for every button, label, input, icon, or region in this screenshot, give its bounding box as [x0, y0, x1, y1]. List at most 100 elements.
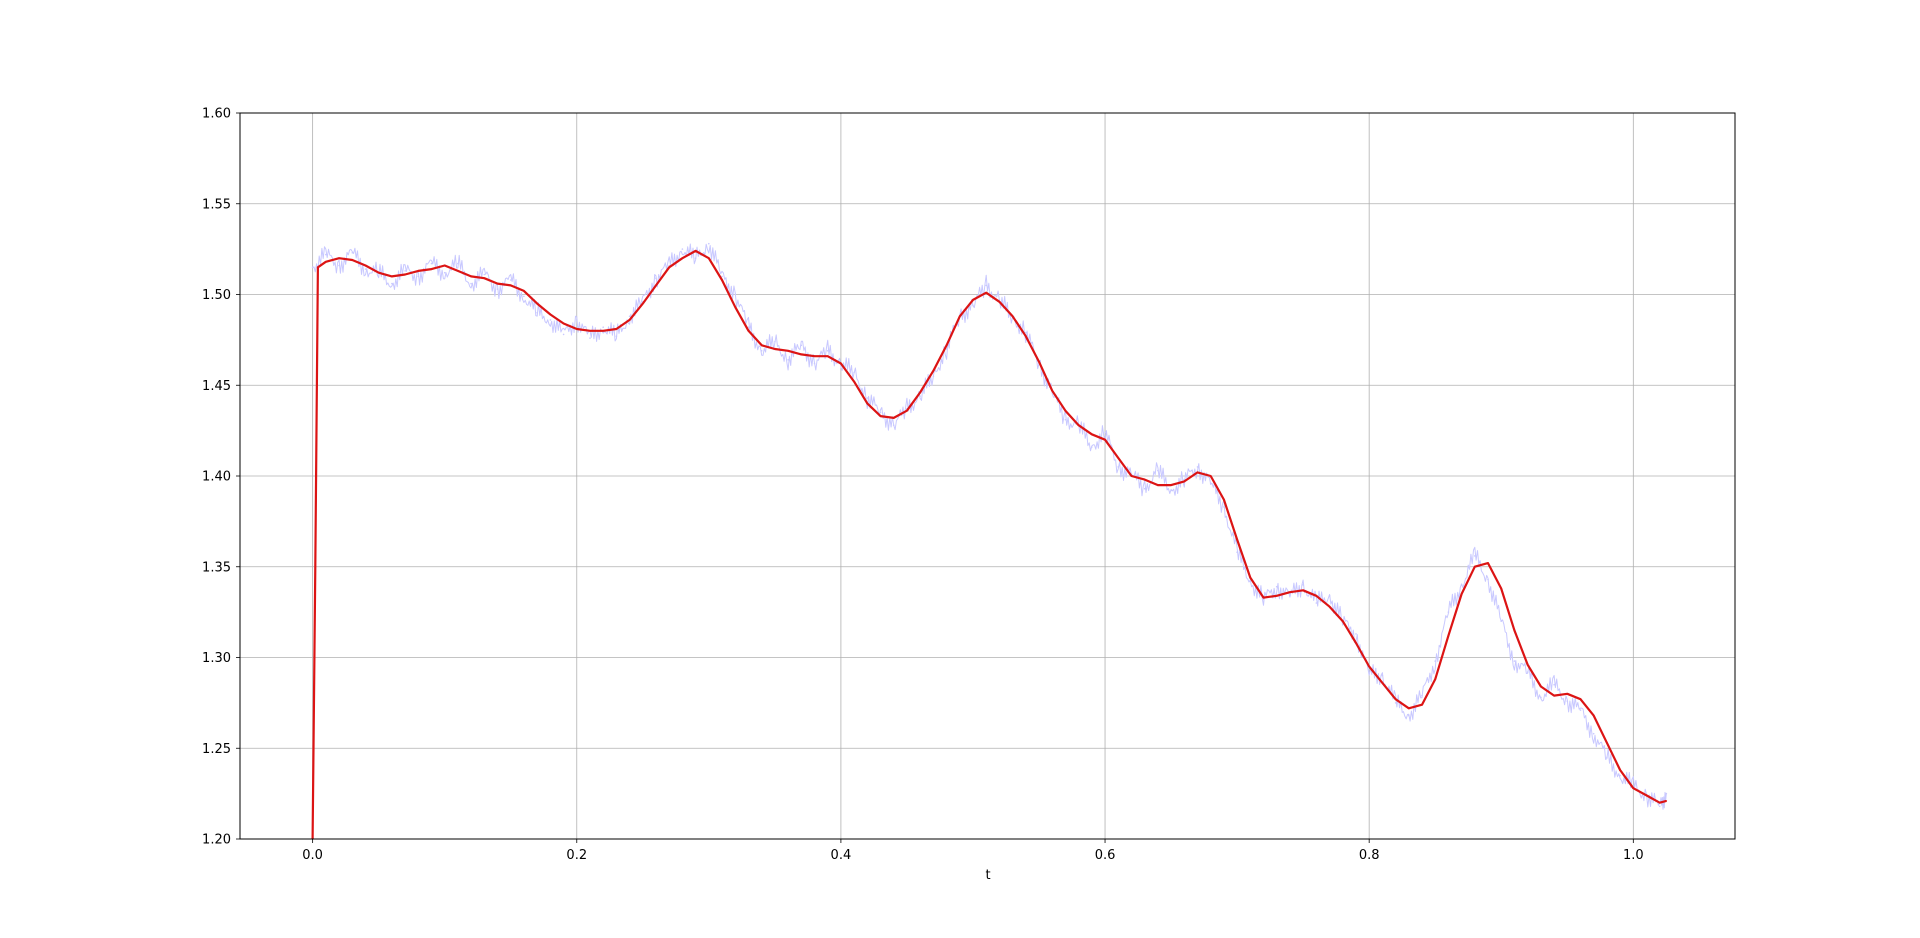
smoothed-point	[1592, 714, 1595, 717]
smoothed-point	[1315, 595, 1318, 597]
smoothed-point	[1658, 801, 1661, 804]
x-tick-label: 0.2	[566, 848, 587, 863]
raw-point	[536, 311, 538, 314]
raw-point	[1355, 633, 1357, 635]
raw-point	[1553, 683, 1555, 686]
raw-point	[1223, 506, 1225, 508]
smoothed-point	[866, 402, 869, 405]
smoothed-point	[1474, 565, 1476, 568]
smoothed-point	[536, 302, 538, 305]
raw-point	[443, 271, 446, 274]
raw-point	[1302, 584, 1304, 586]
raw-point	[615, 335, 618, 338]
raw-point	[985, 284, 987, 287]
smoothed-series-line	[311, 249, 1667, 840]
smoothed-point	[1342, 620, 1344, 622]
y-tick-label: 1.60	[202, 107, 231, 122]
y-tick-label: 1.40	[202, 470, 231, 485]
smoothed-point	[562, 322, 565, 325]
smoothed-point	[1606, 742, 1608, 744]
raw-series-line	[312, 243, 1667, 810]
raw-point	[972, 304, 974, 307]
smoothed-point	[853, 380, 855, 383]
raw-point	[1117, 466, 1119, 468]
smoothed-point	[959, 315, 961, 318]
smoothed-point	[317, 266, 319, 269]
smoothed-point	[1566, 693, 1569, 695]
smoothed-point	[576, 328, 578, 330]
smoothed-point	[892, 417, 895, 419]
smoothed-point	[906, 409, 908, 412]
raw-point	[826, 350, 829, 352]
smoothed-point	[509, 284, 512, 287]
smoothed-point	[1262, 596, 1265, 599]
smoothed-point	[1487, 562, 1489, 564]
smoothed-point	[1289, 591, 1291, 593]
smoothed-point	[1553, 694, 1555, 697]
raw-point	[1579, 709, 1582, 711]
x-axis: 0.0 0.2 0.4 0.6 0.8 1.0	[302, 839, 1644, 863]
raw-point	[892, 424, 895, 427]
raw-point	[945, 348, 948, 350]
smoothed-point	[1143, 478, 1146, 481]
raw-point	[417, 275, 420, 278]
raw-point	[523, 295, 525, 298]
smoothed-point	[364, 264, 367, 267]
smoothed-point	[1328, 605, 1331, 608]
raw-point	[1500, 620, 1502, 622]
raw-point	[1091, 446, 1093, 448]
raw-point	[562, 333, 565, 336]
raw-point	[509, 279, 512, 281]
smoothed-point	[1038, 360, 1040, 363]
smoothed-point	[1579, 698, 1582, 700]
x-axis-label: t	[985, 868, 990, 883]
raw-point	[1368, 673, 1370, 675]
smoothed-point	[628, 319, 631, 321]
smoothed-point	[1500, 587, 1502, 590]
smoothed-point	[1447, 634, 1450, 637]
raw-point	[1658, 805, 1661, 808]
raw-point	[681, 248, 684, 250]
raw-point	[747, 326, 750, 329]
smoothed-point	[1196, 471, 1199, 474]
smoothed-point	[1077, 424, 1080, 427]
raw-point	[932, 375, 935, 378]
raw-point	[457, 262, 459, 265]
raw-point	[800, 344, 803, 347]
smoothed-point	[1104, 438, 1106, 441]
smoothed-point	[655, 284, 657, 287]
smoothed-point	[417, 270, 420, 272]
smoothed-point	[787, 350, 789, 352]
raw-point	[1408, 714, 1410, 717]
raw-point	[576, 319, 578, 321]
smoothed-point	[826, 355, 829, 358]
raw-point	[1540, 696, 1542, 699]
smoothed-point	[1025, 335, 1027, 338]
smoothed-point	[615, 328, 618, 330]
smoothed-point	[734, 306, 737, 309]
raw-point	[655, 277, 657, 280]
smoothed-point	[708, 257, 710, 260]
raw-point	[866, 397, 869, 399]
raw-point	[1157, 469, 1159, 472]
raw-point	[1526, 671, 1529, 673]
smoothed-point	[483, 277, 486, 280]
smoothed-point	[1091, 433, 1093, 436]
smoothed-point	[1117, 457, 1119, 459]
raw-point	[1606, 756, 1608, 759]
smoothed-point	[1460, 593, 1463, 595]
smoothed-point	[443, 264, 446, 267]
x-tick-label: 0.8	[1359, 848, 1380, 863]
raw-point	[602, 326, 604, 329]
x-tick-label: 0.6	[1095, 848, 1116, 863]
smoothed-point	[1051, 389, 1053, 392]
smoothed-point	[1275, 595, 1278, 597]
x-tick-label: 1.0	[1623, 848, 1644, 863]
raw-point	[1665, 792, 1668, 795]
smoothed-point	[1381, 682, 1384, 684]
raw-point	[1262, 598, 1265, 601]
raw-point	[1381, 674, 1384, 677]
smoothed-series	[311, 249, 1668, 840]
smoothed-point	[681, 257, 684, 260]
